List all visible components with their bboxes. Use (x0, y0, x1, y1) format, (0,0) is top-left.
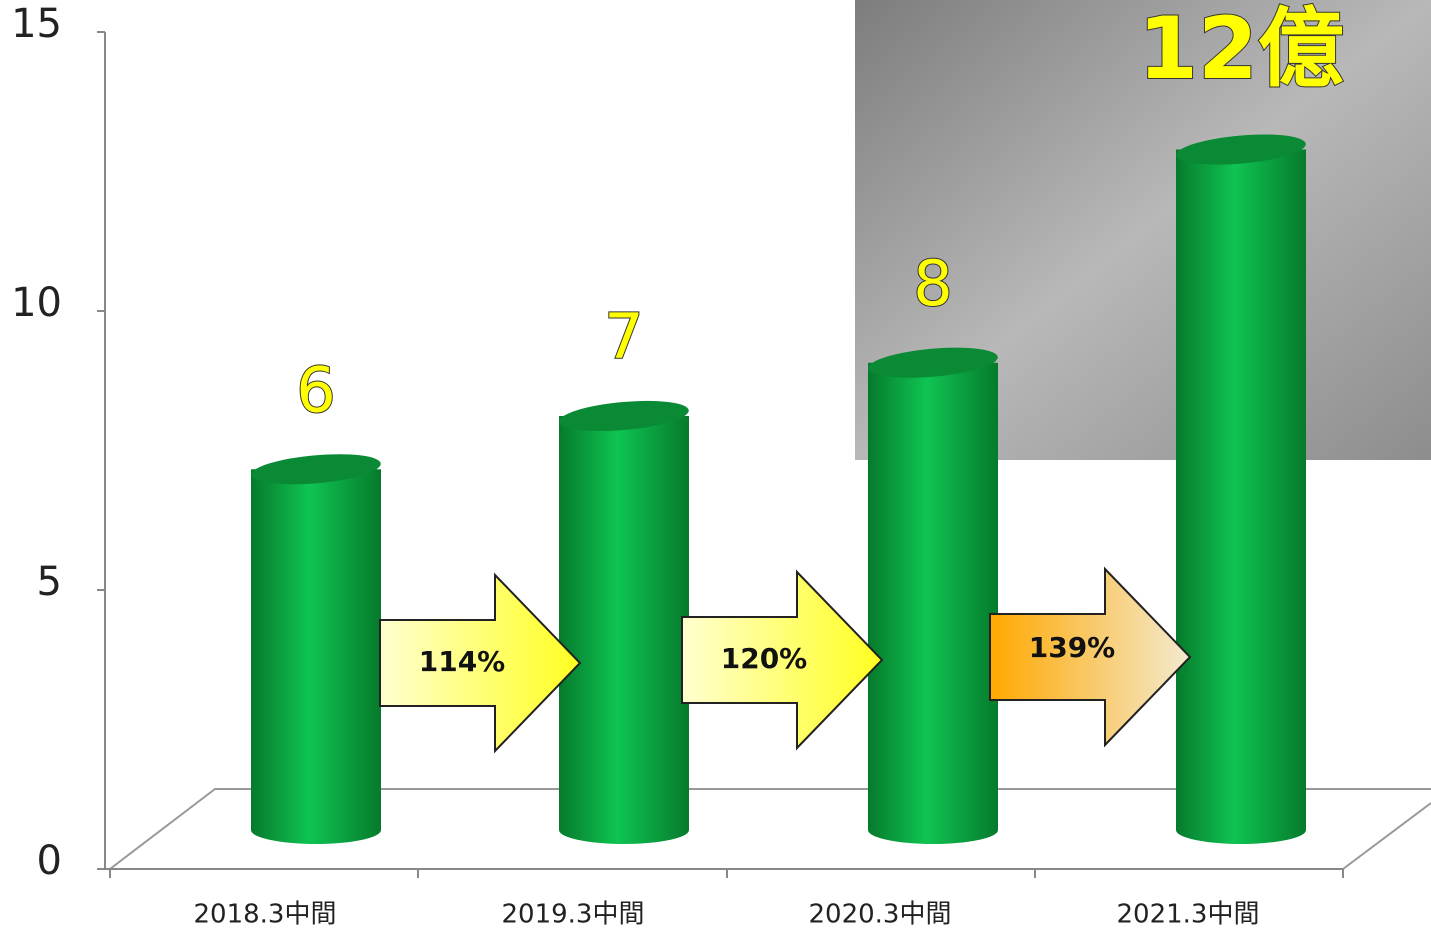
arrow-label: 139% (1029, 631, 1116, 664)
bar-body (251, 469, 381, 844)
bar (868, 347, 998, 844)
y-tick-label: 5 (37, 559, 62, 605)
bar-body (559, 415, 689, 844)
x-tick-label: 2019.3中間 (502, 900, 645, 930)
x-tick-label: 2021.3中間 (1117, 900, 1260, 930)
x-tick-label: 2020.3中間 (809, 900, 952, 930)
arrow (989, 566, 1192, 748)
floor (109, 788, 1431, 870)
arrow-label: 120% (721, 642, 808, 675)
value-label: 12億 (1138, 0, 1344, 99)
value-label: 6 (296, 353, 335, 426)
y-tick-label: 0 (37, 838, 62, 884)
bar (251, 454, 381, 844)
bar-top (559, 400, 689, 432)
bar-top (1176, 134, 1306, 165)
arrow-label: 114% (419, 645, 506, 678)
arrow (379, 572, 582, 754)
arrow (681, 569, 884, 751)
x-tick-label: 2018.3中間 (194, 900, 337, 930)
bar (559, 400, 689, 844)
bar-body (868, 362, 998, 844)
value-label: 7 (604, 300, 643, 373)
x-separators (109, 869, 1344, 878)
bar-top (251, 454, 381, 485)
bar-body (1176, 149, 1306, 845)
y-tick-label: 15 (11, 1, 62, 47)
y-tick-label: 10 (11, 280, 62, 326)
value-label: 8 (913, 247, 952, 320)
bar-top (868, 347, 998, 378)
bar (1176, 134, 1306, 845)
